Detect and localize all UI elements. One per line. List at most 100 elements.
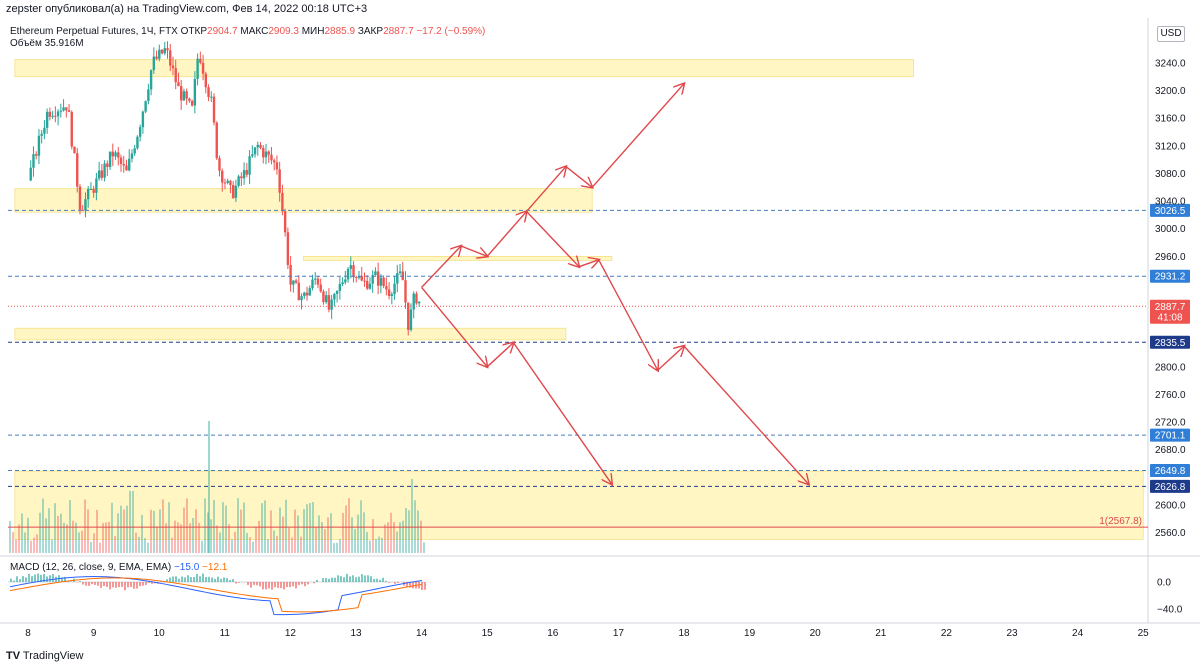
macd-bar	[271, 582, 273, 590]
macd-bar	[421, 582, 423, 590]
macd-bar	[184, 577, 186, 582]
volume-bar	[39, 512, 41, 553]
x-tick-label: 19	[744, 628, 756, 639]
x-tick-label: 12	[285, 628, 297, 639]
volume-bar	[414, 500, 416, 553]
volume-bar	[231, 539, 233, 553]
macd-bar	[412, 582, 414, 589]
x-tick-label: 10	[154, 628, 166, 639]
macd-bar	[151, 582, 153, 584]
candle-body	[308, 288, 311, 296]
x-tick-label: 17	[613, 628, 625, 639]
macd-bar	[106, 582, 108, 588]
rectangle-zone	[303, 256, 613, 261]
candle-body	[278, 169, 281, 193]
macd-bar	[16, 576, 18, 582]
macd-bar	[349, 576, 351, 582]
low-value: 2885.9	[324, 26, 356, 37]
x-tick-label: 25	[1138, 628, 1150, 639]
price-label-bg	[1150, 479, 1190, 493]
macd-bar	[274, 582, 276, 588]
y-tick-label: 3120.0	[1155, 141, 1186, 152]
macd-bar	[223, 577, 225, 582]
symbol-name[interactable]: Ethereum Perpetual Futures, 1Ч, FTX	[10, 26, 178, 37]
tradingview-brand: TradingView	[22, 650, 84, 662]
macd-bar	[166, 579, 168, 582]
macd-bar	[295, 582, 297, 589]
candle-body	[396, 273, 399, 284]
volume-bar	[234, 531, 236, 553]
macd-bar	[259, 582, 261, 587]
candle-body	[51, 115, 54, 117]
x-tick-label: 8	[25, 628, 31, 639]
volume-bar	[183, 507, 185, 553]
macd-bar	[121, 582, 123, 587]
volume-bar	[225, 505, 227, 553]
volume-bar	[357, 514, 359, 553]
candle-body	[256, 144, 259, 148]
macd-bar	[322, 578, 324, 582]
volume-bar	[105, 522, 107, 553]
candle-body	[229, 180, 232, 186]
macd-bar	[202, 573, 204, 582]
volume-bar	[24, 532, 26, 553]
candle-body	[314, 278, 317, 280]
candle-body	[160, 49, 164, 54]
macd-bar	[37, 573, 39, 582]
candle-body	[182, 91, 186, 101]
y-tick-label: 3200.0	[1155, 86, 1186, 97]
candle-body	[81, 209, 84, 211]
macd-bar	[256, 582, 258, 586]
candle-body	[171, 65, 175, 69]
projection-arrow	[486, 343, 513, 368]
projection-arrow	[460, 245, 487, 256]
volume-bar	[153, 510, 155, 553]
macd-bar	[208, 576, 210, 582]
volume-bar	[159, 509, 161, 553]
candle-body	[382, 277, 385, 287]
macd-bar	[136, 582, 138, 589]
projection-arrow	[565, 166, 592, 188]
candle-body	[141, 111, 145, 128]
candle-body	[35, 154, 38, 156]
candle-body	[240, 176, 243, 179]
volume-bar	[33, 537, 35, 553]
macd-bar	[289, 582, 291, 588]
volume-bar	[276, 535, 278, 553]
macd-label[interactable]: MACD (12, 26, close, 9, EMA, EMA)	[10, 562, 172, 573]
projection-arrow	[657, 346, 684, 371]
rectangle-zone	[14, 327, 567, 341]
candle-body	[303, 292, 306, 297]
volume-bar	[84, 499, 86, 553]
macd-bar	[328, 578, 330, 582]
macd-bar	[358, 576, 360, 582]
macd-bar	[397, 582, 399, 584]
candle-body	[65, 107, 68, 111]
volume-bar	[51, 539, 53, 553]
volume-bar	[210, 519, 212, 553]
volume-bar	[315, 527, 317, 553]
price-label: 2887.7	[1155, 302, 1186, 313]
macd-bar	[298, 582, 300, 585]
candle-body	[100, 170, 104, 178]
projection-arrow	[526, 167, 566, 212]
volume-bar	[240, 509, 242, 553]
volume-bar	[150, 509, 152, 553]
macd-bar	[145, 582, 147, 585]
candle-body	[199, 58, 202, 63]
x-tick-label: 20	[810, 628, 822, 639]
macd-bar	[265, 582, 267, 590]
y-tick-label: 3240.0	[1155, 59, 1186, 70]
currency-button[interactable]: USD	[1157, 26, 1185, 42]
candle-body	[67, 110, 71, 113]
volume-bar	[204, 498, 206, 553]
volume-bar	[309, 503, 311, 553]
candle-body	[234, 185, 238, 198]
volume-bar	[108, 521, 110, 553]
candle-body	[201, 62, 205, 74]
volume-bar	[180, 524, 182, 553]
change-value: −17.2 (−0.59%)	[416, 26, 486, 37]
macd-signal-value: −15.0	[173, 562, 200, 573]
volume-bar	[117, 513, 119, 553]
